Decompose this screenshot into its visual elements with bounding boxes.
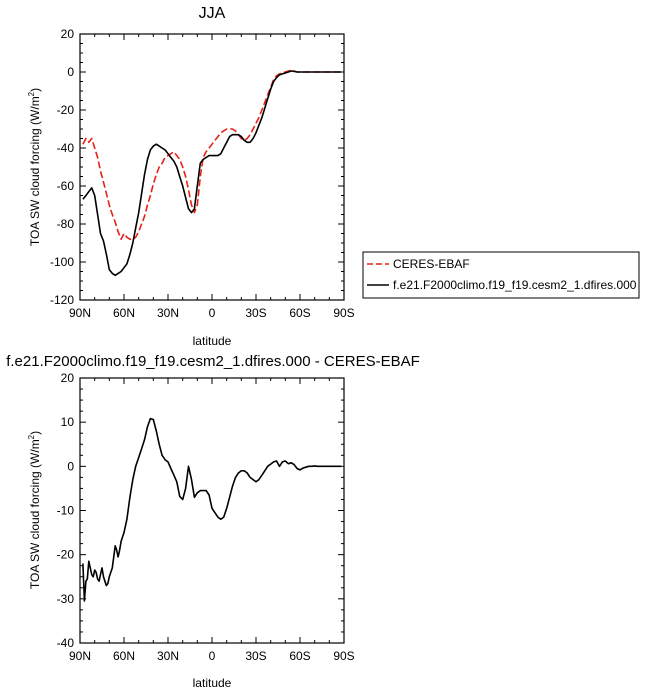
top-y-tick-label: -80 <box>57 217 75 231</box>
top-y-tick-label: -60 <box>57 179 75 193</box>
bottom-x-axis-label: latitude <box>193 676 232 690</box>
bottom-x-tick-label: 90S <box>333 649 354 663</box>
bottom-plot-frame <box>79 377 345 644</box>
legend: CERES-EBAF f.e21.F2000climo.f19_f19.cesm… <box>362 251 640 299</box>
bottom-y-tick-label: 0 <box>67 459 74 473</box>
bottom-y-tick-label: -10 <box>57 504 75 518</box>
legend-box <box>362 251 640 299</box>
bottom-y-tick-label: -20 <box>57 548 75 562</box>
top-series-line-0 <box>82 69 342 240</box>
top-x-tick-label: 30S <box>245 306 266 320</box>
bottom-x-tick-label: 30S <box>245 649 266 663</box>
top-x-tick-label: 60S <box>289 306 310 320</box>
bottom-y-tick-label: -30 <box>57 592 75 606</box>
top-y-tick-label: -100 <box>50 255 74 269</box>
bottom-y-tick-label: 20 <box>61 371 75 385</box>
top-x-tick-label: 90N <box>69 306 91 320</box>
legend-label-model: f.e21.F2000climo.f19_f19.cesm2_1.dfires.… <box>393 278 637 292</box>
top-y-tick-label: 0 <box>67 65 74 79</box>
top-x-tick-label: 30N <box>157 306 179 320</box>
bottom-y-axis-label: TOA SW cloud forcing (W/m2) <box>27 431 42 589</box>
top-y-tick-label: -120 <box>50 293 74 307</box>
top-series-line-1 <box>82 70 342 277</box>
bottom-y-tick-label: -40 <box>57 636 75 650</box>
top-x-tick-label: 60N <box>113 306 135 320</box>
bottom-panel: f.e21.F2000climo.f19_f19.cesm2_1.dfires.… <box>6 353 420 690</box>
legend-label-ceres: CERES-EBAF <box>393 257 470 271</box>
bottom-x-tick-label: 0 <box>209 649 216 663</box>
top-x-tick-label: 0 <box>209 306 216 320</box>
top-panel: JJA latitude TOA SW cloud forcing (W/m2)… <box>27 5 355 348</box>
top-chart-title: JJA <box>199 5 226 22</box>
top-x-tick-label: 90S <box>333 306 354 320</box>
bottom-x-tick-label: 30N <box>157 649 179 663</box>
bottom-x-tick-label: 60N <box>113 649 135 663</box>
bottom-series-line-0 <box>82 417 342 602</box>
top-y-tick-label: -20 <box>57 103 75 117</box>
top-y-tick-label: -40 <box>57 141 75 155</box>
bottom-y-tick-label: 10 <box>61 415 75 429</box>
bottom-chart-title: f.e21.F2000climo.f19_f19.cesm2_1.dfires.… <box>6 353 420 370</box>
top-y-axis-label: TOA SW cloud forcing (W/m2) <box>27 88 42 246</box>
bottom-x-tick-label: 90N <box>69 649 91 663</box>
bottom-x-tick-label: 60S <box>289 649 310 663</box>
top-plot-frame <box>79 33 345 301</box>
top-x-axis-label: latitude <box>193 334 232 348</box>
top-y-tick-label: 20 <box>61 27 75 41</box>
